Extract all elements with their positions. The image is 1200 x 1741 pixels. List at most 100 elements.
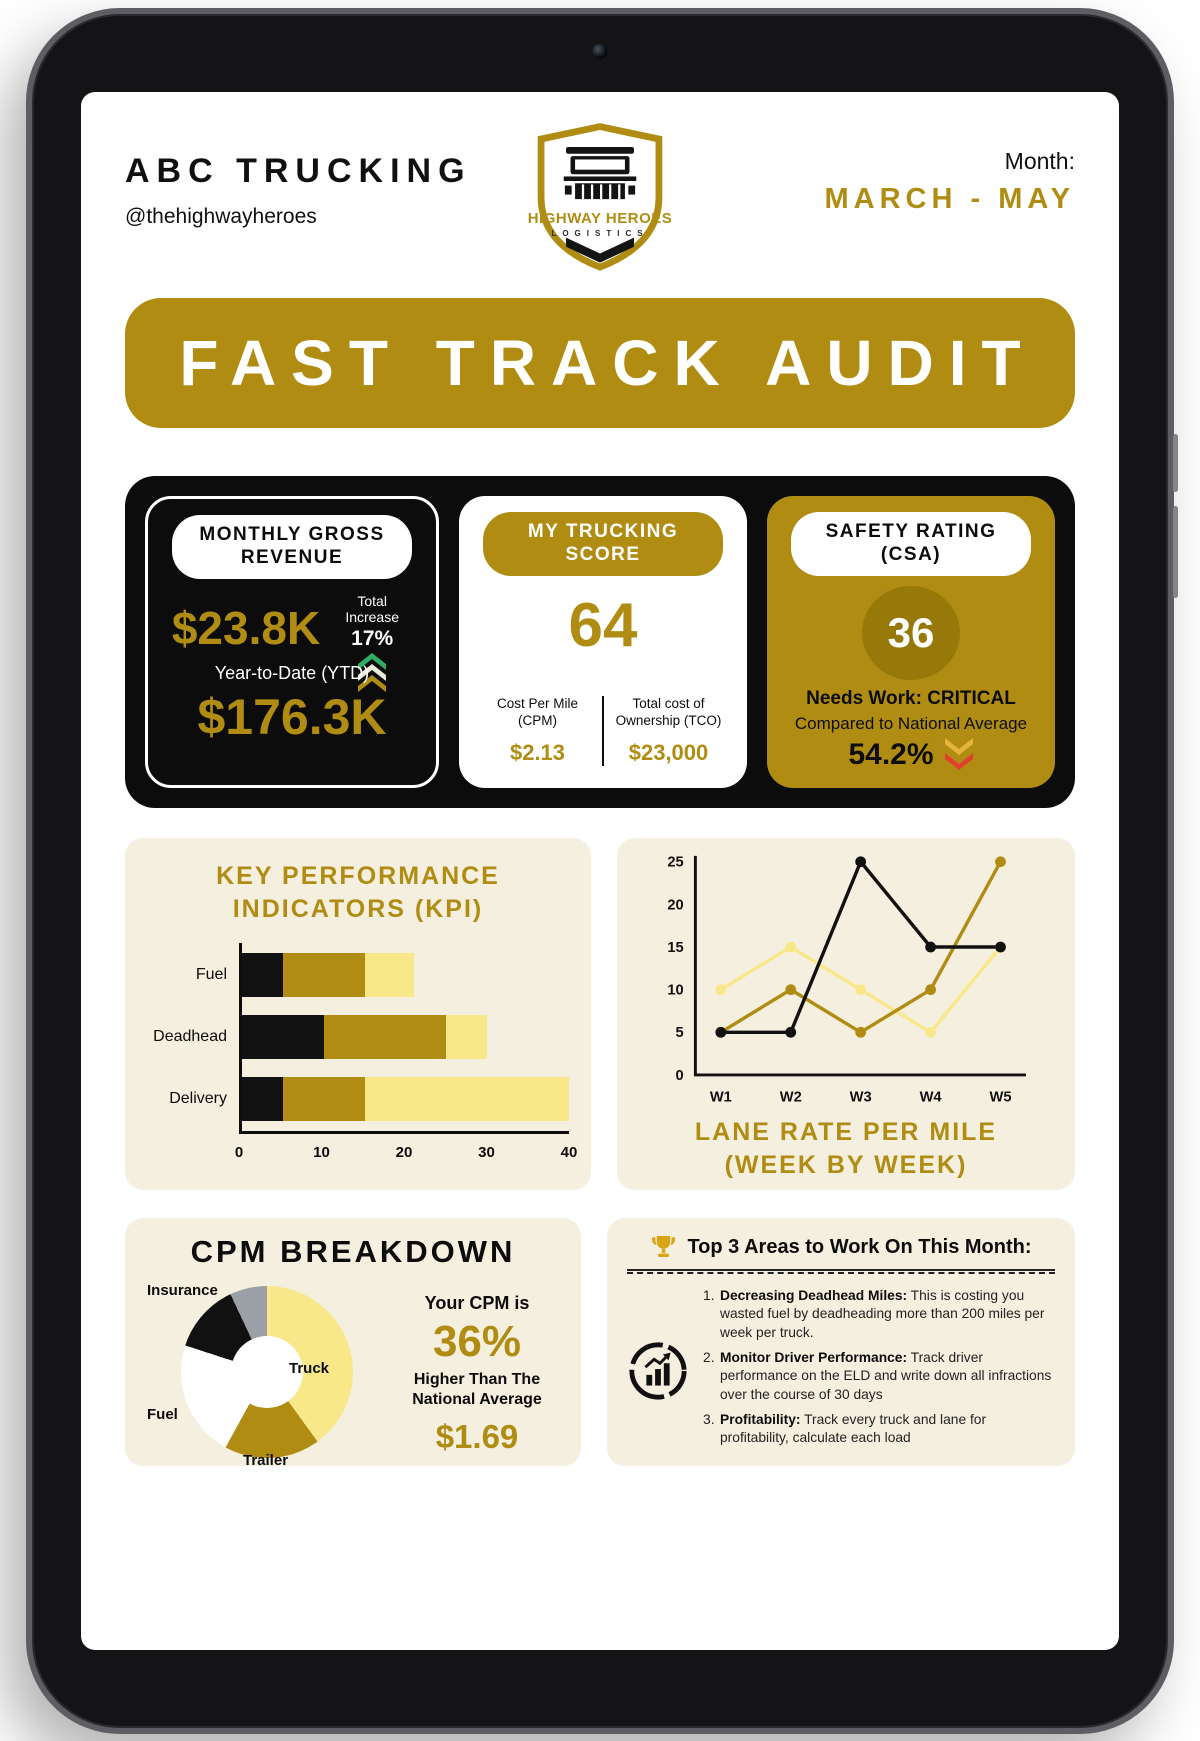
your-cpm-label: Your CPM is: [424, 1292, 530, 1313]
top3-item-2: Monitor Driver Performance: Track driver…: [703, 1349, 1052, 1402]
kpi-tick-40: 40: [560, 1144, 578, 1161]
top3-title: Top 3 Areas to Work On This Month:: [687, 1236, 1032, 1258]
tco-metric-label: Total cost of Ownership (TCO): [615, 696, 722, 729]
top3-list: Decreasing Deadhead Miles: This is costi…: [703, 1287, 1055, 1455]
lane-rate-line-chart: 0 5 10 15 20 25 W1 W2 W3 W4 W5: [667, 855, 1026, 1105]
kpi-segment-black-segment: [242, 953, 283, 997]
safety-status: Needs Work: CRITICAL: [806, 688, 1016, 709]
truck-shield-icon: [537, 123, 663, 271]
company-block: ABC TRUCKING @thehighwayheroes: [125, 122, 472, 294]
csa-score-badge: 36: [862, 585, 960, 680]
kpi-tick-0: 0: [234, 1144, 244, 1161]
cpm-higher-label: Higher Than The National Average: [412, 1370, 542, 1408]
cpm-percent-value: 36%: [432, 1316, 522, 1366]
month-label: Month:: [1004, 148, 1075, 174]
ytd-label: Year-to-Date (YTD): [214, 662, 370, 683]
cpm-dollar-value: $1.69: [435, 1417, 519, 1455]
cpm-metric-value: $2.13: [509, 740, 566, 765]
cpm-metric-label: Cost Per Mile (CPM): [496, 696, 579, 729]
kpi-category-labels: Fuel Deadhead Delivery: [147, 943, 239, 1164]
report-header: ABC TRUCKING @thehighwayheroes: [125, 122, 1075, 294]
power-button: [1173, 434, 1178, 492]
total-increase-value: 17%: [351, 626, 394, 650]
svg-text:W4: W4: [920, 1089, 943, 1105]
kpi-segment-gold-segment: [282, 1077, 365, 1121]
title-banner: FAST TRACK AUDIT: [125, 298, 1075, 428]
top3-item-1: Decreasing Deadhead Miles: This is costi…: [703, 1287, 1045, 1340]
kpi-segment-black-segment: [242, 1077, 283, 1121]
kpi-segment-light-yellow-segment: [364, 953, 414, 997]
svg-text:W3: W3: [850, 1089, 872, 1105]
double-chevron-down-icon: [944, 738, 973, 770]
svg-text:0: 0: [676, 1068, 684, 1084]
donut-label-insurance: Insurance: [147, 1282, 218, 1299]
social-handle: @thehighwayheroes: [125, 205, 317, 228]
safety-card-title: SAFETY RATING (CSA): [791, 512, 1031, 576]
score-card-title: MY TRUCKING SCORE: [483, 512, 723, 576]
kpi-segment-black-segment: [242, 1015, 324, 1059]
logo-subtitle: LOGISTICS: [551, 229, 649, 238]
kpi-tick-10: 10: [313, 1144, 330, 1161]
top3-panel: Top 3 Areas to Work On This Month:: [607, 1218, 1075, 1466]
bottom-row: CPM BREAKDOWN Truck Trailer Fuel Insurance …: [125, 1218, 1075, 1469]
tco-metric-value: $23,000: [628, 740, 709, 765]
safety-comparison-label: Compared to National Average: [794, 714, 1028, 733]
svg-text:10: 10: [667, 983, 683, 999]
kpi-tick-20: 20: [395, 1144, 413, 1161]
lane-rate-title: LANE RATE PER MILE (WEEK BY WEEK): [694, 1118, 998, 1179]
kpi-panel: KEY PERFORMANCE INDICATORS (KPI) Fuel Dea…: [125, 838, 591, 1190]
kpi-plot-area: [239, 943, 569, 1134]
svg-text:W5: W5: [990, 1089, 1012, 1105]
safety-comparison-value: 54.2%: [848, 738, 934, 771]
company-logo: HIGHWAY HEROES LOGISTICS: [512, 122, 688, 294]
donut-hole: [231, 1336, 303, 1408]
trucking-score-card: MY TRUCKING SCORE 64 Cost Per Mile (CPM)…: [459, 496, 747, 788]
report-title: FAST TRACK AUDIT: [179, 327, 1036, 399]
svg-text:15: 15: [667, 940, 683, 956]
kpi-segment-light-yellow-segment: [364, 1077, 569, 1121]
svg-text:W1: W1: [710, 1089, 732, 1105]
kpi-segment-gold-segment: [323, 1015, 447, 1059]
kpi-bar-deadhead: [242, 1015, 569, 1059]
svg-text:20: 20: [667, 897, 683, 913]
kpi-segment-light-yellow-segment: [446, 1015, 488, 1059]
month-block: Month: MARCH - MAY: [825, 122, 1075, 294]
audit-report-page: ABC TRUCKING @thehighwayheroes: [81, 92, 1119, 1650]
kpi-bar-fuel: [242, 953, 569, 997]
kpi-bar-chart: Fuel Deadhead Delivery 0 10 20 30 40: [143, 943, 578, 1164]
month-value: MARCH - MAY: [824, 183, 1075, 215]
volume-button: [1173, 506, 1178, 598]
cpm-breakdown-panel: CPM BREAKDOWN Truck Trailer Fuel Insurance …: [125, 1218, 581, 1469]
kpi-segment-gold-segment: [282, 953, 365, 997]
total-increase-label: Total Increase: [345, 592, 400, 625]
kpi-tick-30: 30: [478, 1144, 495, 1161]
svg-text:W2: W2: [780, 1089, 802, 1105]
trophy-icon: [652, 1236, 676, 1257]
monthly-revenue-value: $23.8K: [171, 601, 321, 654]
tablet-frame: ABC TRUCKING @thehighwayheroes: [26, 8, 1178, 1734]
top3-header: Top 3 Areas to Work On This Month:: [627, 1234, 1055, 1274]
trucking-score-value: 64: [568, 590, 638, 660]
tablet-screen: ABC TRUCKING @thehighwayheroes: [81, 92, 1119, 1650]
company-name: ABC TRUCKING: [125, 152, 472, 190]
kpi-title: KEY PERFORMANCE INDICATORS (KPI): [216, 862, 500, 923]
kpi-category-fuel: Fuel: [195, 966, 227, 983]
top3-item-3: Profitability: Track every truck and lan…: [703, 1411, 987, 1446]
donut-label-trailer: Trailer: [243, 1452, 289, 1469]
kpi-x-axis: 0 10 20 30 40: [235, 1138, 578, 1164]
front-camera-icon: [592, 44, 608, 59]
safety-rating-card: SAFETY RATING (CSA) 36 Needs Work: CRITI…: [767, 496, 1055, 788]
cpm-breakdown-title: CPM BREAKDOWN: [190, 1234, 516, 1269]
kpi-bar-delivery: [242, 1077, 569, 1121]
revenue-card-title: MONTHLY GROSS REVENUE: [172, 515, 412, 579]
svg-text:5: 5: [676, 1025, 684, 1041]
logo-title: HIGHWAY HEROES: [527, 210, 673, 227]
stats-panel: MONTHLY GROSS REVENUE $23.8K Total Incre…: [125, 476, 1075, 808]
donut-ring: [181, 1286, 353, 1458]
monthly-gross-revenue-card: MONTHLY GROSS REVENUE $23.8K Total Incre…: [145, 496, 439, 788]
donut-label-truck: Truck: [289, 1360, 330, 1377]
kpi-category-delivery: Delivery: [169, 1090, 227, 1107]
charts-row: KEY PERFORMANCE INDICATORS (KPI) Fuel Dea…: [125, 838, 1075, 1190]
kpi-category-deadhead: Deadhead: [153, 1028, 227, 1045]
cpm-donut-chart: Truck Trailer Fuel Insurance: [139, 1276, 387, 1472]
